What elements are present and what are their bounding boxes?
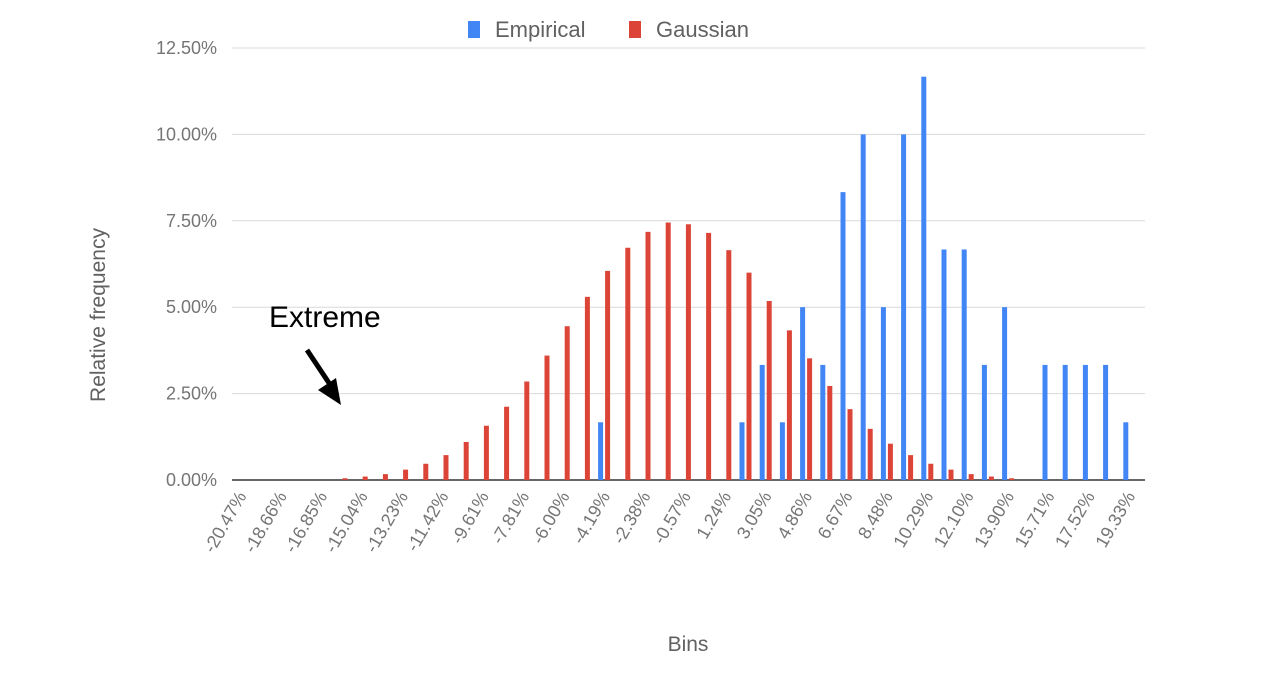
annotation-extreme: Extreme [269,301,381,334]
bar-gaussian [605,270,611,480]
bar-gaussian [1009,478,1015,480]
bar-gaussian [685,224,691,480]
bar-empirical [1042,364,1048,480]
bar-gaussian [524,381,530,480]
x-tick-label: 3.05% [733,488,776,542]
x-tick-label: 19.33% [1091,488,1139,551]
bar-gaussian [726,250,732,480]
x-tick-label: -2.38% [609,488,655,547]
bar-gaussian [342,478,348,480]
bar-empirical [598,422,604,480]
bar-gaussian [988,476,994,480]
bar-gaussian [827,385,833,480]
x-tick-label: -6.00% [528,488,574,547]
bar-empirical [880,307,886,480]
legend-swatch-empirical [468,21,480,38]
bar-empirical [860,134,866,480]
bar-gaussian [968,474,974,480]
bar-gaussian [564,326,570,480]
bar-gaussian [908,455,914,480]
bar-gaussian [625,247,631,480]
bar-empirical [779,422,785,480]
bar-empirical [1002,307,1008,480]
bar-empirical [981,364,987,480]
bar-gaussian [887,443,893,480]
x-tick-label: -7.81% [487,488,533,547]
bar-gaussian [362,476,368,480]
legend-swatch-gaussian [629,21,641,38]
y-axis-title: Relative frequency [87,228,110,402]
bar-empirical [1103,364,1109,480]
bar-gaussian [847,409,853,480]
legend-label-empirical: Empirical [495,17,585,42]
x-tick-label: 8.48% [854,488,897,542]
bar-empirical [840,192,846,480]
bar-gaussian [423,463,429,480]
y-axis-ticks: 0.00% 2.50% 5.00% 7.50% 10.00% 12.50% [156,38,217,490]
bar-gaussian [544,355,550,480]
bar-gaussian [483,425,489,480]
x-axis-ticks: -20.47%-18.66%-16.85%-15.04%-13.23%-11.4… [200,488,1140,556]
bar-empirical [1123,422,1129,480]
bar-gaussian [665,222,671,480]
bar-gaussian [948,469,954,480]
x-tick-label: -4.19% [568,488,614,547]
bar-empirical [1082,364,1088,480]
x-tick-label: 1.24% [692,488,735,542]
bar-empirical [800,307,806,480]
annotation-arrow [304,348,341,405]
x-tick-label: 4.86% [773,488,816,542]
y-tick-label: 0.00% [166,470,217,490]
bar-empirical [739,422,745,480]
y-tick-label: 12.50% [156,38,217,58]
bar-gaussian [867,428,873,480]
bar-empirical [921,76,927,480]
legend-label-gaussian: Gaussian [656,17,749,42]
legend: Empirical Gaussian [468,17,749,42]
y-tick-label: 2.50% [166,384,217,404]
y-tick-label: 7.50% [166,211,217,231]
bars [342,76,1129,480]
bar-empirical [901,134,907,480]
bar-gaussian [746,272,752,480]
bar-gaussian [403,469,409,480]
bar-empirical [961,249,967,480]
y-tick-label: 10.00% [156,124,217,144]
bar-gaussian [786,330,792,480]
bar-empirical [941,249,947,480]
bar-empirical [759,364,765,480]
bar-gaussian [766,300,772,480]
bar-empirical [820,364,826,480]
bar-gaussian [504,406,510,480]
bar-empirical [1062,364,1068,480]
bar-gaussian [382,474,388,480]
bar-gaussian [443,455,449,480]
x-tick-label: -0.57% [649,488,695,547]
bar-gaussian [807,358,813,480]
x-axis-title: Bins [668,633,709,656]
x-tick-label: 6.67% [814,488,857,542]
bar-gaussian [706,232,712,480]
y-tick-label: 5.00% [166,297,217,317]
bar-gaussian [928,463,934,480]
x-tick-label: -9.61% [447,488,493,547]
bar-gaussian [584,296,590,480]
bar-gaussian [463,441,469,480]
bar-gaussian [645,231,651,480]
